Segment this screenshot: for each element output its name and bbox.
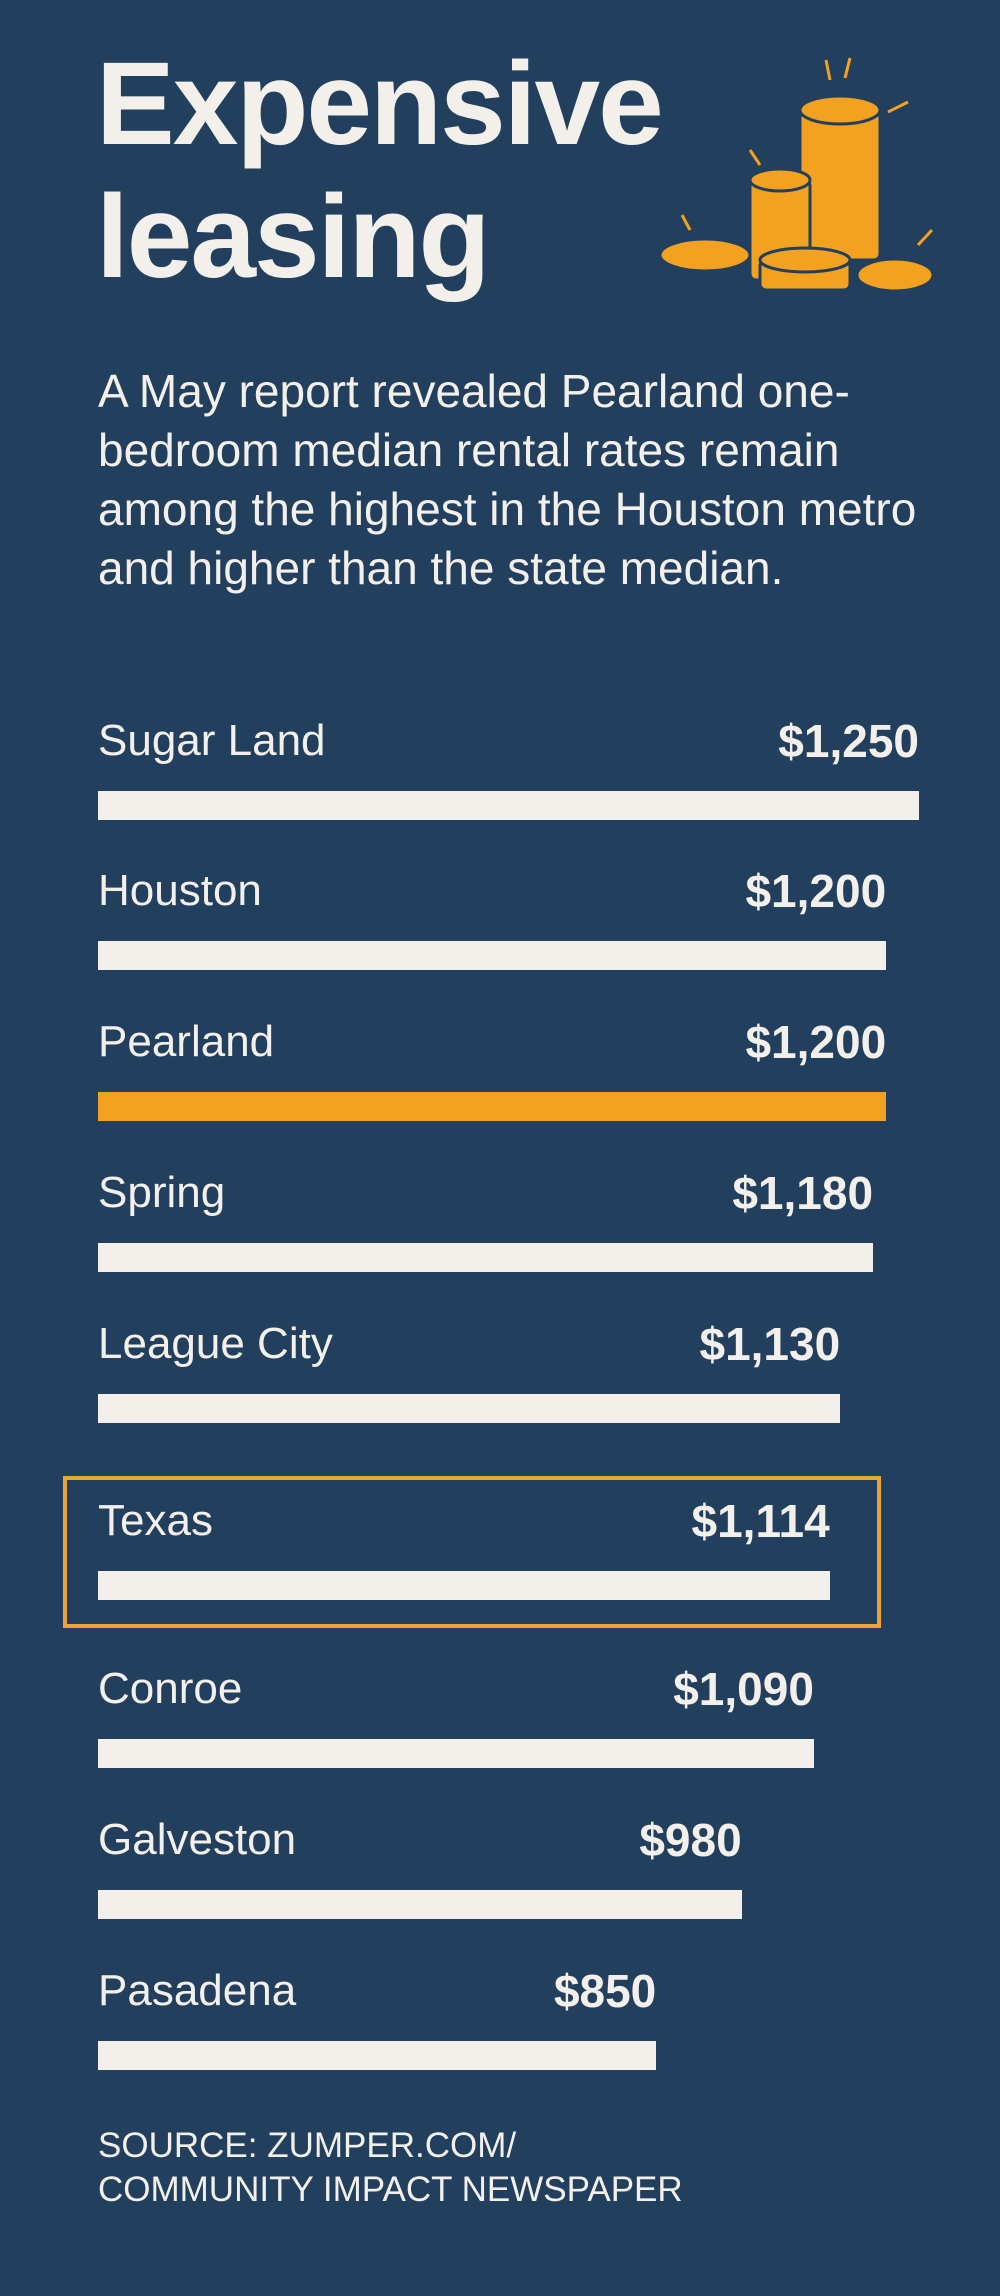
highlight-box — [63, 1475, 881, 1628]
category-label: Pearland — [98, 1017, 275, 1067]
bar — [98, 1570, 830, 1600]
category-label: Pasadena — [98, 1965, 297, 2015]
value-label: $1,130 — [699, 1317, 841, 1370]
bar — [98, 790, 919, 820]
bar — [98, 1393, 841, 1423]
value-label: $1,250 — [778, 714, 919, 767]
category-label: Sugar Land — [98, 715, 326, 765]
coins-icon — [658, 57, 935, 293]
value-label: $850 — [553, 1964, 657, 2017]
category-label: Conroe — [98, 1664, 243, 1714]
value-label: $1,200 — [745, 865, 887, 918]
chart-title: Expensive leasing — [96, 38, 664, 303]
bar — [98, 941, 887, 971]
category-label: Galveston — [98, 1815, 297, 1865]
value-label: $980 — [639, 1814, 742, 1867]
value-label: $1,180 — [732, 1166, 874, 1219]
bar — [98, 1092, 887, 1122]
subtitle: A May report revealed Pearland one-bedro… — [98, 365, 917, 594]
value-label: $1,090 — [673, 1663, 814, 1716]
source-note: COMMUNITY IMPACT NEWSPAPER — [98, 2170, 683, 2209]
category-label: League City — [98, 1318, 333, 1368]
category-label: Spring — [98, 1167, 226, 1217]
source-note: SOURCE: ZUMPER.COM/ — [98, 2126, 517, 2165]
category-label: Texas — [98, 1495, 213, 1545]
bar — [98, 1890, 742, 1920]
bar — [98, 1739, 814, 1769]
bar — [98, 1242, 874, 1272]
value-label: $1,200 — [745, 1016, 887, 1069]
bar — [98, 2040, 657, 2070]
value-label: $1,114 — [691, 1494, 830, 1547]
category-label: Houston — [98, 866, 262, 916]
